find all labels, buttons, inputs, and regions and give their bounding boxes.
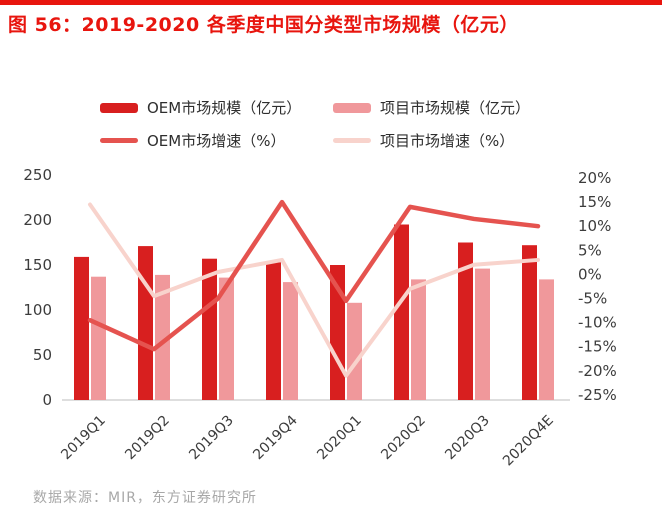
project-line-swatch-icon <box>333 138 371 143</box>
right-axis-tick: -25% <box>578 386 617 404</box>
project-bar-2020Q4E <box>539 279 554 400</box>
project-bar-2020Q1 <box>347 302 362 400</box>
left-axis-tick: 200 <box>23 211 52 229</box>
legend-label-oem-growth: OEM市场增速（%） <box>147 132 286 150</box>
right-axis-tick: 5% <box>578 241 602 259</box>
oem-bar-2019Q3 <box>202 258 217 400</box>
project-bar-2019Q1 <box>91 276 106 400</box>
left-axis-tick: 0 <box>42 391 52 409</box>
project-bar-swatch-icon <box>333 102 371 113</box>
x-axis-label: 2019Q4 <box>250 412 301 463</box>
data-source-note: 数据来源：MIR，东方证券研究所 <box>33 490 257 506</box>
oem-bar-2020Q3 <box>458 242 473 400</box>
right-axis-tick: -10% <box>578 314 617 332</box>
right-axis-tick: -5% <box>578 290 607 308</box>
project-bar-2020Q2 <box>411 279 426 400</box>
right-axis-tick: -20% <box>578 362 617 380</box>
oem-bar-2020Q2 <box>394 224 409 400</box>
legend-item-oem-size: OEM市场规模（亿元） <box>100 97 333 118</box>
oem-bar-2019Q1 <box>74 256 89 400</box>
left-axis-tick: 50 <box>33 346 52 364</box>
x-axis-label: 2020Q3 <box>442 413 493 464</box>
chart-legend: OEM市场规模（亿元） 项目市场规模（亿元） OEM市场增速（%） 项目市场增速… <box>100 97 530 151</box>
right-axis-tick: -15% <box>578 338 617 356</box>
x-axis-label: 2019Q1 <box>58 413 109 464</box>
legend-label-oem-size: OEM市场规模（亿元） <box>147 99 302 117</box>
oem-growth-line <box>87 199 541 352</box>
top-accent-stripe <box>0 0 662 5</box>
project-bar-2020Q3 <box>475 268 490 400</box>
x-axis-label: 2019Q3 <box>186 413 237 464</box>
legend-item-project-growth: 项目市场增速（%） <box>333 130 530 151</box>
right-axis-tick: 20% <box>578 169 611 187</box>
project-bar-2019Q2 <box>155 274 170 400</box>
right-axis-tick: 10% <box>578 217 611 235</box>
legend-item-project-size: 项目市场规模（亿元） <box>333 97 530 118</box>
market-size-combo-chart: 0 50 100 150 200 250 20% 15% 10% 5% 0% -5% -10% -15% -… <box>23 166 617 470</box>
oem-bar-2019Q4 <box>266 262 281 400</box>
legend-label-project-growth: 项目市场增速（%） <box>380 132 515 150</box>
figure-title: 图 56：2019-2020 各季度中国分类型市场规模（亿元） <box>8 14 519 36</box>
oem-bar-2019Q2 <box>138 246 153 400</box>
x-axis-label: 2020Q1 <box>314 413 365 464</box>
left-axis-tick: 250 <box>23 166 52 184</box>
project-growth-line <box>88 202 540 378</box>
project-bar-2019Q4 <box>283 282 298 400</box>
legend-item-oem-growth: OEM市场增速（%） <box>100 130 333 151</box>
left-axis-tick: 100 <box>23 301 52 319</box>
project-bar-2019Q3 <box>219 277 234 400</box>
oem-bar-swatch-icon <box>100 102 138 113</box>
legend-label-project-size: 项目市场规模（亿元） <box>380 99 531 117</box>
oem-bar-2020Q4E <box>522 245 537 400</box>
right-axis-tick: 0% <box>578 265 602 283</box>
x-axis-label: 2020Q2 <box>378 413 429 464</box>
x-axis-label: 2019Q2 <box>122 413 173 464</box>
oem-line-swatch-icon <box>100 138 138 143</box>
x-axis-label: 2020Q4E <box>500 413 557 470</box>
right-axis-tick: 15% <box>578 193 611 211</box>
left-axis-tick: 150 <box>23 256 52 274</box>
